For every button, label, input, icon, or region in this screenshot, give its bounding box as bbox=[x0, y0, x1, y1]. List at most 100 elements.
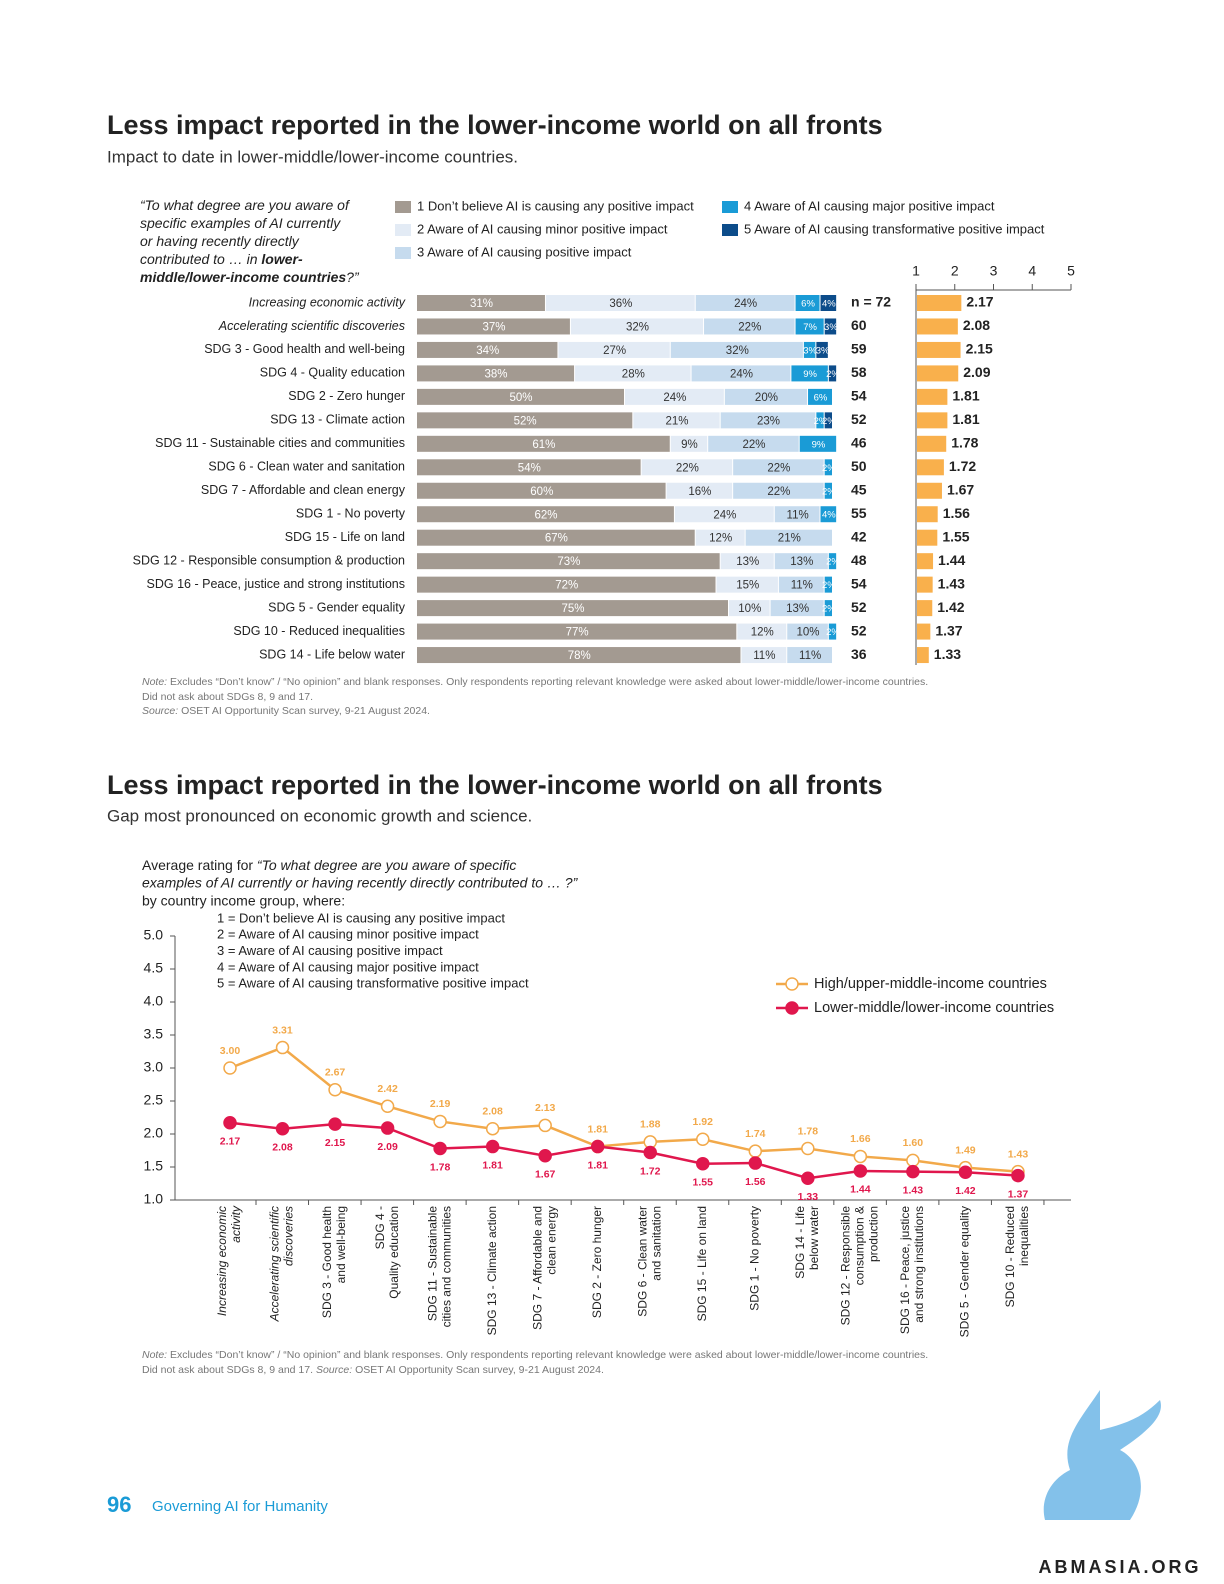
category-label: Increasing economic activity bbox=[249, 295, 406, 309]
segment-label: 21% bbox=[665, 415, 688, 427]
bar-segment bbox=[417, 600, 728, 617]
point bbox=[748, 1144, 763, 1158]
series-line bbox=[229, 1046, 1019, 1173]
point bbox=[801, 1171, 815, 1185]
bar-segment bbox=[824, 412, 832, 429]
x-tick-label: SDG 2 - Zero hunger bbox=[590, 1206, 604, 1318]
point bbox=[380, 1121, 395, 1135]
point bbox=[485, 1139, 500, 1154]
category-label: SDG 2 - Zero hunger bbox=[288, 389, 405, 403]
point-label: 1.55 bbox=[693, 1176, 714, 1188]
bar-segment bbox=[737, 623, 787, 640]
sample-size: 55 bbox=[851, 505, 867, 521]
bar-segment bbox=[808, 388, 832, 405]
mean-bar bbox=[917, 459, 944, 476]
bar-segment bbox=[824, 482, 832, 499]
x-tick-label: 4 bbox=[1028, 263, 1036, 279]
question-line: contributed to … in bbox=[140, 251, 261, 267]
segment-label: 10% bbox=[738, 603, 761, 615]
mean-bar bbox=[917, 318, 958, 335]
bar-segment bbox=[820, 295, 837, 311]
bar-segment bbox=[778, 576, 824, 593]
bar-segment bbox=[733, 482, 824, 499]
segment-label: 6% bbox=[801, 299, 815, 310]
segment-label: 62% bbox=[534, 509, 557, 521]
category-label: SDG 11 - Sustainable cities and communit… bbox=[155, 436, 405, 450]
question-line: ?” bbox=[346, 269, 360, 285]
point-label: 1.92 bbox=[693, 1116, 714, 1128]
y-tick-label: 4.5 bbox=[144, 960, 164, 976]
segment-label: 50% bbox=[509, 392, 532, 404]
chart-subtitle: Impact to date in lower-middle/lower-inc… bbox=[107, 147, 518, 166]
scale-line: 3 = Aware of AI causing positive impact bbox=[217, 943, 443, 958]
segment-label: 37% bbox=[482, 322, 505, 334]
mean-bar bbox=[917, 576, 933, 593]
intro: Average rating for “To what degree are y… bbox=[142, 857, 516, 873]
sample-size: 54 bbox=[851, 388, 867, 404]
category-label: SDG 16 - Peace, justice and strong insti… bbox=[147, 577, 405, 591]
legend-swatch bbox=[395, 201, 411, 213]
point bbox=[958, 1165, 973, 1180]
point-label: 1.43 bbox=[1008, 1148, 1029, 1160]
point bbox=[275, 1040, 290, 1055]
x-tick-label: SDG 6 - Clean water bbox=[635, 1206, 649, 1317]
bar-segment bbox=[828, 623, 837, 640]
x-tick-label: 2 bbox=[951, 263, 959, 279]
point-label: 1.74 bbox=[745, 1128, 766, 1140]
point bbox=[538, 1149, 552, 1163]
point-label: 1.60 bbox=[903, 1137, 924, 1149]
question: contributed to … in lower- bbox=[140, 251, 303, 267]
watermark-logo bbox=[1043, 1390, 1161, 1520]
mean-bar bbox=[917, 365, 959, 382]
segment-label: 72% bbox=[555, 580, 578, 592]
point bbox=[223, 1061, 237, 1075]
x-tick-label: SDG 10 - Reduced bbox=[1003, 1206, 1017, 1307]
bar-segment bbox=[741, 647, 787, 664]
bar-segment bbox=[724, 388, 808, 405]
bar-segment bbox=[803, 341, 816, 358]
point bbox=[643, 1145, 657, 1160]
x-tick-label: SDG 11 - Sustainable bbox=[425, 1206, 439, 1321]
intro-text: Average rating for bbox=[142, 857, 257, 873]
question-line: “To what degree are you aware of bbox=[140, 197, 351, 213]
category-label: SDG 15 - Life on land bbox=[285, 530, 405, 544]
watermark: ABMASIA.ORG bbox=[1039, 1557, 1202, 1577]
x-tick-label: SDG 7 - Affordable and bbox=[530, 1206, 544, 1330]
bar-segment bbox=[695, 295, 795, 311]
chart-subtitle: Gap most pronounced on economic growth a… bbox=[107, 806, 532, 825]
segment-label: 15% bbox=[736, 580, 759, 592]
note-text: Excludes “Don’t know” / “No opinion” and… bbox=[170, 676, 928, 688]
point-label: 2.13 bbox=[535, 1102, 556, 1114]
legend-label: 5 Aware of AI causing transformative pos… bbox=[744, 221, 1045, 236]
bar-segment bbox=[641, 459, 733, 476]
category-label: SDG 13 - Climate action bbox=[270, 413, 405, 427]
segment-label: 2% bbox=[826, 557, 840, 568]
source-text: OSET AI Opportunity Scan survey, 9-21 Au… bbox=[181, 705, 430, 717]
segment-label: 3% bbox=[816, 345, 830, 356]
x-tick-label: 5 bbox=[1067, 263, 1075, 279]
scale-line: 2 = Aware of AI causing minor positive i… bbox=[217, 927, 479, 942]
legend-marker bbox=[785, 977, 799, 991]
sample-size: n = 72 bbox=[851, 294, 891, 310]
x-tick-label: SDG 5 - Gender equality bbox=[958, 1206, 972, 1337]
segment-label: 61% bbox=[532, 439, 555, 451]
legend-label: Lower-middle/lower-income countries bbox=[814, 1000, 1054, 1016]
bar-segment bbox=[558, 341, 670, 358]
segment-label: 4% bbox=[822, 299, 836, 310]
point bbox=[696, 1132, 710, 1147]
point bbox=[853, 1149, 868, 1164]
segment-label: 24% bbox=[730, 368, 753, 380]
category-label: SDG 7 - Affordable and clean energy bbox=[201, 483, 406, 497]
sample-size: 50 bbox=[851, 458, 867, 474]
segment-label: 9% bbox=[681, 439, 698, 451]
segment-label: 13% bbox=[786, 603, 809, 615]
segment-label: 78% bbox=[568, 650, 591, 662]
legend-swatch bbox=[395, 224, 411, 236]
point-label: 2.08 bbox=[272, 1142, 293, 1154]
point-label: 2.17 bbox=[220, 1136, 241, 1148]
bar-segment bbox=[633, 412, 720, 429]
point-label: 1.33 bbox=[798, 1191, 819, 1203]
point-label: 1.78 bbox=[430, 1161, 451, 1173]
point bbox=[696, 1156, 710, 1171]
